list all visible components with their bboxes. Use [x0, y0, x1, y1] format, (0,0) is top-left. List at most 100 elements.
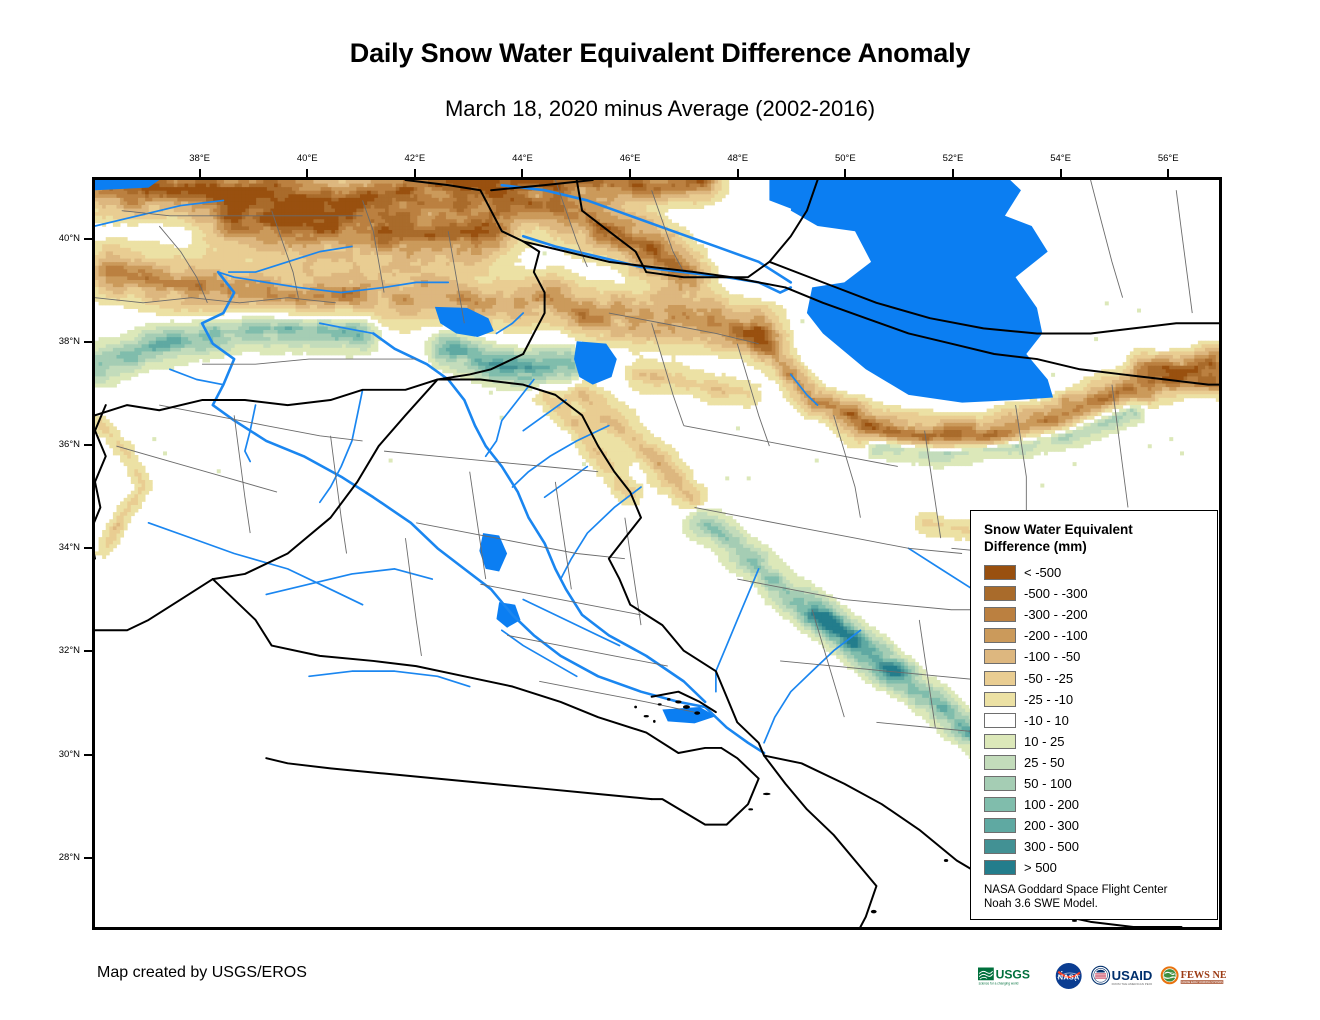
admin-boundary-line	[539, 680, 695, 713]
legend-row: 10 - 25	[984, 731, 1217, 752]
latitude-tick-label: 36°N	[58, 439, 80, 451]
legend-label: < -500	[1024, 565, 1062, 581]
legend-source-line1: NASA Goddard Space Flight Center	[984, 884, 1168, 896]
legend-label: -500 - -300	[1024, 586, 1088, 602]
admin-boundary-line	[1015, 405, 1027, 513]
longitude-tick-mark	[198, 169, 201, 177]
water-urmia	[574, 341, 617, 385]
legend-label: 50 - 100	[1024, 775, 1072, 791]
river-line	[244, 404, 257, 463]
latitude-tick-label: 38°N	[58, 336, 80, 348]
admin-boundary-line	[554, 180, 588, 268]
legend-label: > 500	[1024, 860, 1057, 876]
admin-boundary-line	[480, 583, 642, 616]
admin-boundary-line	[121, 210, 363, 217]
coastal-island	[870, 909, 877, 914]
legend-swatch	[984, 649, 1016, 665]
admin-boundary-line	[811, 609, 845, 718]
river-line	[500, 629, 578, 678]
river-line	[543, 465, 589, 499]
longitude-tick-label: 46°E	[619, 153, 641, 164]
longitude-tick-mark	[1059, 169, 1062, 177]
river-line	[763, 629, 862, 744]
legend-swatch	[984, 797, 1016, 813]
latitude-tick-label: 30°N	[58, 748, 80, 760]
river-line	[511, 424, 610, 488]
page-subtitle: March 18, 2020 minus Average (2002-2016)	[444, 96, 876, 121]
legend-swatch	[984, 860, 1016, 876]
page-title: Daily Snow Water Equivalent Difference A…	[349, 38, 971, 68]
legend-row: -10 - 10	[984, 710, 1217, 731]
persian-gulf	[731, 735, 1219, 927]
legend-title-line1: Snow Water Equivalent	[984, 522, 1133, 537]
admin-boundary-line	[384, 450, 599, 473]
admin-boundaries	[95, 180, 1193, 743]
admin-boundary-line	[271, 210, 299, 298]
admin-boundary-line	[1175, 190, 1193, 314]
longitude-tick-mark	[736, 169, 739, 177]
longitude-tick-mark	[521, 169, 524, 177]
admin-boundary-line	[202, 358, 417, 365]
legend-label: 100 - 200	[1024, 797, 1079, 813]
legend-row: 300 - 500	[984, 836, 1217, 857]
legend-entries: < -500 -500 - -300 -300 - -200 -200 - -100 -…	[984, 562, 1217, 878]
border-line	[265, 757, 653, 801]
legend-swatch	[984, 565, 1016, 581]
legend-row: > 500	[984, 857, 1217, 878]
river-line	[522, 598, 621, 647]
longitude-tick-label: 40°E	[296, 153, 318, 164]
legend-swatch	[984, 712, 1016, 728]
legend-label: -10 - 10	[1024, 712, 1069, 728]
river-line	[265, 568, 434, 596]
coastal-island	[643, 715, 649, 718]
river-line	[308, 670, 471, 688]
legend-row: -300 - -200	[984, 604, 1217, 625]
border-line	[650, 690, 717, 714]
border-line	[211, 378, 439, 581]
border-line	[95, 378, 439, 417]
longitude-tick-mark	[1167, 169, 1170, 177]
coastal-island	[634, 705, 638, 709]
admin-boundary-line	[95, 297, 336, 304]
legend-row: -100 - -50	[984, 646, 1217, 667]
admin-boundary-line	[1111, 384, 1129, 508]
border-line	[436, 378, 766, 757]
latitude-tick-label: 32°N	[58, 645, 80, 657]
longitude-tick-label: 54°E	[1050, 153, 1071, 164]
latitude-tick-mark	[84, 650, 92, 653]
admin-boundary-line	[116, 445, 278, 493]
river-line	[217, 271, 450, 294]
legend-label: -300 - -200	[1024, 607, 1088, 623]
map-raster	[95, 180, 1219, 927]
usgs-logo: USGS science for a changing world	[978, 967, 1030, 985]
legend-label: -200 - -100	[1024, 628, 1088, 644]
nasa-logo: NASA	[1055, 963, 1082, 989]
latitude-tick-label: 34°N	[58, 542, 80, 554]
coastal-island	[1071, 919, 1078, 922]
river-line	[318, 388, 364, 504]
latitude-tick-label: 28°N	[58, 851, 80, 863]
legend-swatch	[984, 733, 1016, 749]
admin-boundary-line	[736, 343, 770, 447]
river-line	[95, 199, 225, 227]
longitude-tick-mark	[413, 169, 416, 177]
legend-swatch	[984, 628, 1016, 644]
admin-boundary-line	[608, 312, 759, 345]
coastal-island	[653, 719, 656, 723]
admin-boundary-line	[158, 225, 208, 303]
legend-swatch	[984, 839, 1016, 855]
longitude-tick-label: 42°E	[404, 153, 426, 164]
legend-row: < -500	[984, 562, 1217, 583]
river-line	[907, 547, 974, 591]
border-line	[95, 578, 214, 632]
admin-boundary-line	[833, 415, 861, 518]
legend-label: 300 - 500	[1024, 839, 1079, 855]
admin-boundary-line	[159, 404, 363, 442]
water-tharthar	[479, 533, 508, 572]
coastal-island	[762, 792, 771, 796]
river-line	[227, 245, 353, 273]
admin-boundary-line	[780, 660, 995, 682]
admin-boundary-line	[404, 538, 422, 656]
coastal-island	[694, 711, 701, 715]
border-line	[211, 578, 723, 754]
